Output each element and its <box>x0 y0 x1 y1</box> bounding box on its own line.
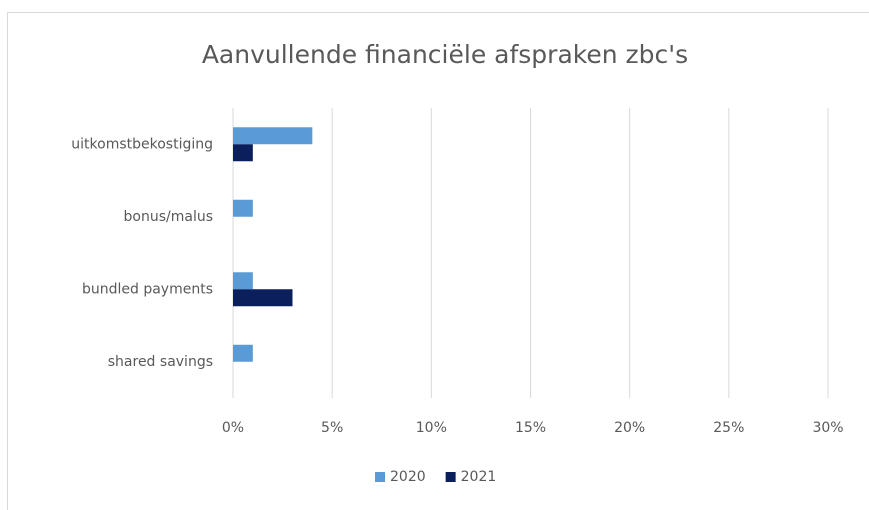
bar <box>233 272 253 290</box>
bar <box>233 127 313 145</box>
legend-swatch <box>375 472 385 482</box>
x-tick-label: 15% <box>515 420 546 436</box>
legend-swatch <box>445 472 456 482</box>
y-tick-label: bonus/malus <box>124 209 213 225</box>
chart-border <box>7 12 869 510</box>
bar <box>233 199 253 217</box>
chart-title: Aanvullende financiële afspraken zbc's <box>202 40 688 69</box>
x-tick-label: 25% <box>713 420 744 436</box>
legend-label: 2021 <box>461 469 497 485</box>
y-tick-label: shared savings <box>108 354 213 370</box>
bar <box>233 144 253 162</box>
bar <box>233 344 253 362</box>
bar <box>233 289 293 307</box>
y-tick-label: uitkomstbekostiging <box>71 136 213 152</box>
x-tick-label: 30% <box>812 420 843 436</box>
x-tick-label: 0% <box>222 420 244 436</box>
x-tick-label: 20% <box>614 420 645 436</box>
x-tick-label: 10% <box>416 420 447 436</box>
x-tick-label: 5% <box>321 420 343 436</box>
legend-label: 2020 <box>390 469 426 485</box>
y-tick-label: bundled payments <box>82 281 213 297</box>
